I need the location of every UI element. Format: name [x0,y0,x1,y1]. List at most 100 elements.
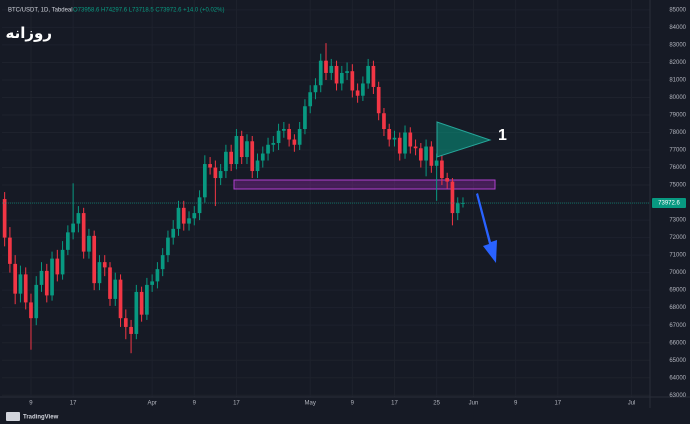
candle-body [229,151,234,165]
candle-body [218,171,223,179]
candle-body [434,160,439,166]
candle-body [187,218,191,224]
candle-body [313,85,318,93]
candle-body [23,274,28,303]
y-tick-label: 82000 [669,60,686,66]
candle-body [139,291,144,315]
candle-body [461,203,465,204]
x-tick-label: Jun [469,401,479,407]
header-ohlc: O73958.6 H74297.6 L73718.5 C73972.6 +14.… [73,8,224,14]
candle-body [387,129,392,140]
candle-body [260,153,265,161]
grid [2,0,650,397]
candle-body [397,137,402,154]
x-tick-label: 9 [29,401,33,407]
candle-body [92,235,97,284]
candle-body [308,92,313,107]
candle-body [455,203,460,214]
candle-body [97,262,102,284]
y-tick-label: 63000 [669,393,686,399]
candles [2,43,650,354]
x-tick-label: 17 [554,401,561,407]
triangle-drawing [436,121,492,158]
x-tick-label: May [305,401,316,407]
zone-rectangle [233,179,496,190]
candle-body [50,258,54,296]
candle-body [239,136,244,158]
y-tick-label: 68000 [669,305,686,311]
arrow-drawing [476,193,497,263]
y-tick-label: 78000 [669,130,686,136]
candle-body [318,60,323,86]
candle-body [44,270,49,296]
candle-body [234,136,239,165]
candle-body [324,60,328,73]
candle-body [102,262,107,268]
x-tick-label: 17 [391,401,398,407]
axes: 85000 84000 83000 82000 81000 80000 79000 78000… [29,7,686,406]
x-tick-label: Apr [147,401,156,407]
candle-body [255,160,260,172]
y-tick-label: 79000 [669,113,686,119]
annotation-label: روزانه [6,25,52,42]
y-tick-label: 76000 [669,165,686,171]
candle-body [192,213,197,219]
candle-body [297,129,302,145]
candle-body [355,90,360,96]
y-tick-label: 75000 [669,183,686,189]
candle-body [429,146,434,166]
y-tick-label: 81000 [669,78,686,84]
y-tick-label: 64000 [669,375,686,381]
y-tick-label: 72000 [669,235,686,241]
last-price-box [652,198,686,209]
candle-body [350,71,355,91]
y-tick-label: 66000 [669,340,686,346]
x-tick-label: 9 [514,401,518,407]
last-price-label: 73972.6 [658,201,680,207]
candle-body [81,213,86,252]
candle-body [18,274,23,294]
candle-body [250,141,255,172]
x-tick-label: 17 [70,401,77,407]
candle-body [87,235,91,252]
candle-body [150,281,154,285]
candle-body [287,129,291,140]
candle-body [76,213,81,224]
brand-logo [6,412,20,421]
y-tick-label: 67000 [669,323,686,329]
candle-body [34,284,39,319]
candle-body [408,132,413,147]
brand: TradingView [23,415,59,421]
candle-body [282,129,286,131]
candle-body [292,139,297,145]
candle-body [245,141,249,158]
candle-body [345,71,349,73]
candle-body [366,65,370,84]
candle-body [445,178,450,182]
y-tick-label: 80000 [669,95,686,101]
candle-body [403,132,407,154]
candle-body [166,237,170,256]
candle-body [376,86,381,114]
candle-body [171,228,176,238]
candle-body [55,258,60,275]
candle-body [113,279,118,299]
candle-body [392,137,397,140]
y-tick-label: 69000 [669,288,686,294]
candle-body [271,143,276,145]
candle-body [123,318,128,327]
y-tick-label: 84000 [669,25,686,31]
header-symbol: BTC/USDT, 1D, Tabdeal [8,8,73,14]
candle-body [118,279,123,319]
candle-body [39,270,44,285]
x-tick-label: 9 [351,401,355,407]
candle-body [145,284,149,315]
y-tick-label: 77000 [669,148,686,154]
candle-body [450,181,455,214]
candle-body [329,65,334,73]
x-tick-label: Jul [628,401,636,407]
candle-body [413,146,418,149]
candle-body [129,326,133,334]
